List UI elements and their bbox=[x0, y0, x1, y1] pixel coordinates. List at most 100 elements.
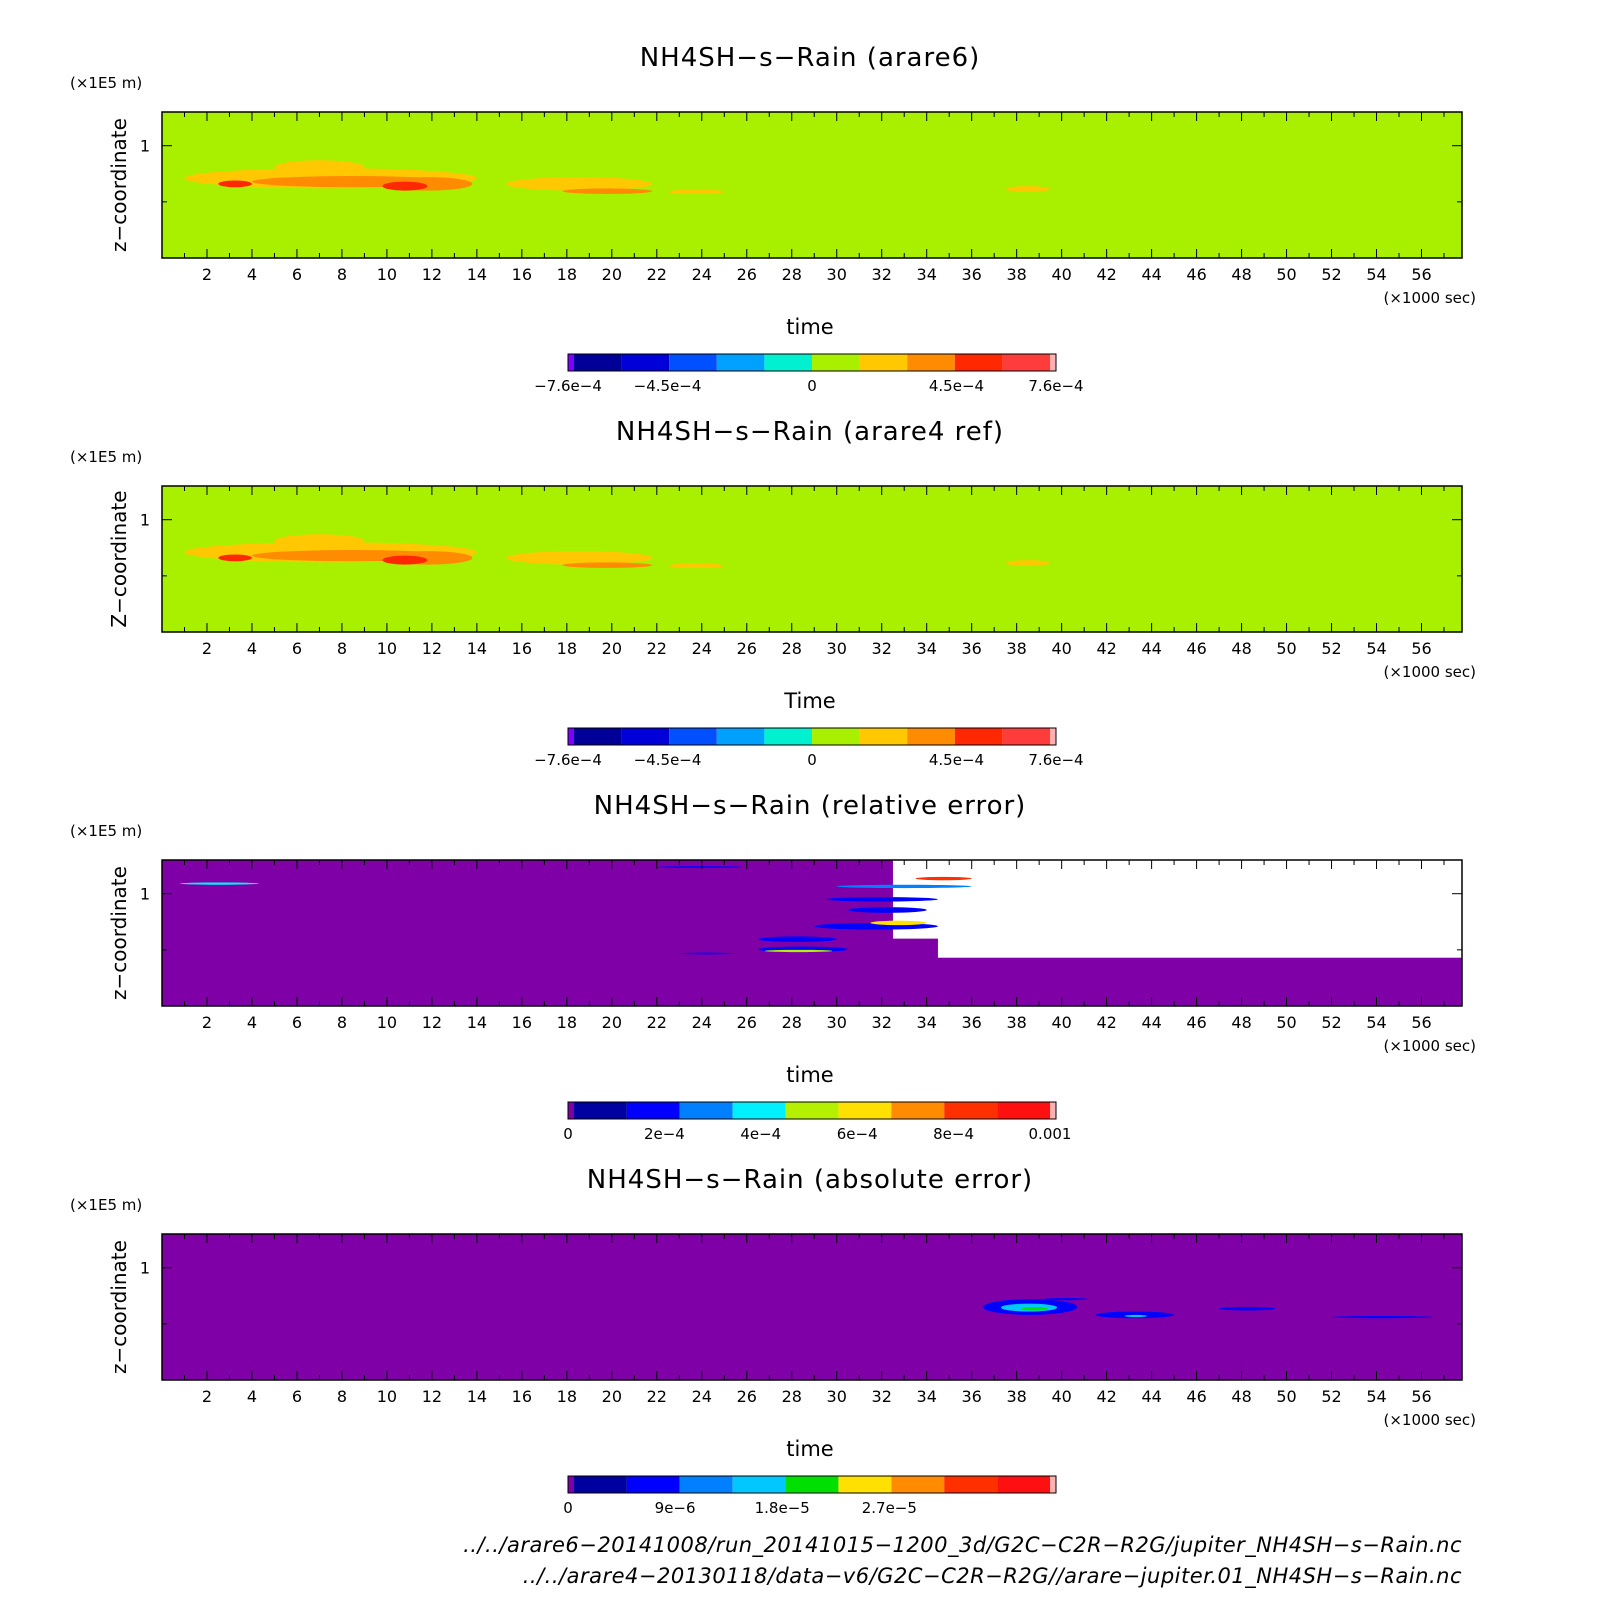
x-tick-label: 22 bbox=[647, 265, 667, 284]
contour-feature bbox=[915, 876, 972, 881]
x-tick-label: 6 bbox=[292, 1013, 302, 1032]
colorbar-cell bbox=[891, 1102, 945, 1119]
colorbar-cell bbox=[669, 728, 717, 745]
colorbar-cell bbox=[574, 354, 622, 371]
colorbar-cell bbox=[838, 1102, 892, 1119]
footer-line-1: ../../arare6−20141008/run_20141015−1200_… bbox=[463, 1533, 1462, 1558]
x-tick-label: 56 bbox=[1411, 1387, 1431, 1406]
x-tick-label: 56 bbox=[1411, 265, 1431, 284]
colorbar-tick-label: 0 bbox=[563, 1125, 573, 1143]
x-tick-label: 4 bbox=[247, 265, 257, 284]
colorbar-cell bbox=[954, 354, 1003, 371]
x-tick-label: 24 bbox=[692, 1013, 712, 1032]
contour-feature bbox=[1095, 1311, 1175, 1319]
x-tick-label: 40 bbox=[1051, 639, 1071, 658]
colorbar-cell bbox=[574, 728, 622, 745]
contour-feature bbox=[382, 555, 428, 565]
colorbar-tick-label: 9e−6 bbox=[655, 1499, 696, 1517]
contour-feature bbox=[506, 177, 653, 191]
panel-title: NH4SH−s−Rain (arare4 ref) bbox=[616, 417, 1004, 447]
x-tick-label: 50 bbox=[1276, 1013, 1296, 1032]
x-tick-label: 20 bbox=[602, 265, 622, 284]
colorbar-cell bbox=[716, 728, 765, 745]
x-tick-label: 32 bbox=[872, 1013, 892, 1032]
contour-feature bbox=[764, 949, 833, 953]
x-tick-label: 28 bbox=[782, 1387, 802, 1406]
colorbar-tick-label: 2.7e−5 bbox=[862, 1499, 917, 1517]
x-tick-label: 46 bbox=[1186, 639, 1206, 658]
x-tick-label: 8 bbox=[337, 1013, 347, 1032]
colorbar-cell bbox=[679, 1102, 733, 1119]
footer: ../../arare6−20141008/run_20141015−1200_… bbox=[463, 1533, 1462, 1589]
colorbar-tick-label: 6e−4 bbox=[837, 1125, 878, 1143]
x-tick-label: 6 bbox=[292, 1387, 302, 1406]
x-tick-label: 20 bbox=[602, 1013, 622, 1032]
x-tick-label: 46 bbox=[1186, 1387, 1206, 1406]
colorbar-cell bbox=[944, 1476, 998, 1493]
x-tick-label: 54 bbox=[1366, 639, 1386, 658]
x-axis-label: time bbox=[786, 1063, 833, 1087]
x-tick-label: 32 bbox=[872, 1387, 892, 1406]
x-tick-label: 44 bbox=[1141, 1387, 1161, 1406]
contour-feature bbox=[825, 897, 938, 902]
contour-feature bbox=[668, 189, 725, 194]
x-tick-label: 18 bbox=[557, 1013, 577, 1032]
x-tick-label: 6 bbox=[292, 639, 302, 658]
x-tick-label: 16 bbox=[512, 639, 532, 658]
contour-feature bbox=[758, 936, 837, 942]
x-tick-label: 52 bbox=[1321, 1387, 1341, 1406]
y-axis-label: z−coordinate bbox=[107, 866, 131, 1000]
x-tick-label: 54 bbox=[1366, 1387, 1386, 1406]
y-axis-label: Z−coordinate bbox=[107, 490, 131, 627]
x-tick-label: 48 bbox=[1231, 1013, 1251, 1032]
colorbar-cell bbox=[1050, 354, 1056, 371]
colorbar-tick-label: 8e−4 bbox=[933, 1125, 974, 1143]
colorbar-cell bbox=[1002, 728, 1050, 745]
x-tick-label: 38 bbox=[1006, 1387, 1026, 1406]
panel-title: NH4SH−s−Rain (absolute error) bbox=[587, 1165, 1033, 1195]
x-tick-label: 10 bbox=[377, 1013, 397, 1032]
x-tick-label: 22 bbox=[647, 1013, 667, 1032]
colorbar-cell bbox=[1002, 354, 1050, 371]
colorbar-tick-label: 4e−4 bbox=[740, 1125, 781, 1143]
panels: NH4SH−s−Rain (arare6)(×1E5 m)2 4 6 8 10 12 14 1… bbox=[70, 43, 1476, 1517]
x-tick-label: 56 bbox=[1411, 1013, 1431, 1032]
contour-feature bbox=[218, 554, 252, 562]
contour-feature bbox=[1021, 1307, 1049, 1311]
colorbar-cell bbox=[859, 354, 908, 371]
panel-1: NH4SH−s−Rain (arare6)(×1E5 m)2 4 6 8 10 12 14 1… bbox=[70, 43, 1476, 395]
contour-feature bbox=[656, 866, 743, 868]
x-tick-label: 16 bbox=[512, 265, 532, 284]
x-tick-label: 18 bbox=[557, 1387, 577, 1406]
panel-4: NH4SH−s−Rain (absolute error)(×1E5 m)2 4 6… bbox=[70, 1165, 1476, 1517]
x-tick-label: 48 bbox=[1231, 639, 1251, 658]
colorbar-cell bbox=[568, 1102, 574, 1119]
x-tick-label: 50 bbox=[1276, 265, 1296, 284]
x-tick-label: 14 bbox=[467, 265, 487, 284]
colorbar-tick-label: 2e−4 bbox=[644, 1125, 685, 1143]
colorbar-cell bbox=[574, 1476, 627, 1493]
x-tick-label: 52 bbox=[1321, 265, 1341, 284]
contour-feature bbox=[382, 181, 428, 191]
contour-feature bbox=[274, 534, 365, 548]
colorbar-cell bbox=[568, 1476, 574, 1493]
plot-background bbox=[162, 1234, 1462, 1380]
x-tick-label: 18 bbox=[557, 639, 577, 658]
colorbar-cell bbox=[621, 728, 670, 745]
colorbar-cell bbox=[568, 728, 574, 745]
x-tick-label: 36 bbox=[962, 1387, 982, 1406]
y-tick-label: 1 bbox=[140, 511, 150, 530]
missing-data-region bbox=[937, 860, 1462, 958]
x-tick-label: 40 bbox=[1051, 1387, 1071, 1406]
x-tick-label: 52 bbox=[1321, 639, 1341, 658]
contour-feature bbox=[1124, 1314, 1148, 1318]
x-tick-label: 34 bbox=[917, 1013, 937, 1032]
x-tick-label: 36 bbox=[962, 1013, 982, 1032]
colorbar-cell bbox=[944, 1102, 998, 1119]
x-axis-label: time bbox=[786, 315, 833, 339]
x-tick-label: 56 bbox=[1411, 639, 1431, 658]
x-tick-label: 40 bbox=[1051, 265, 1071, 284]
contour-feature bbox=[1043, 1298, 1089, 1301]
x-tick-label: 30 bbox=[827, 265, 847, 284]
